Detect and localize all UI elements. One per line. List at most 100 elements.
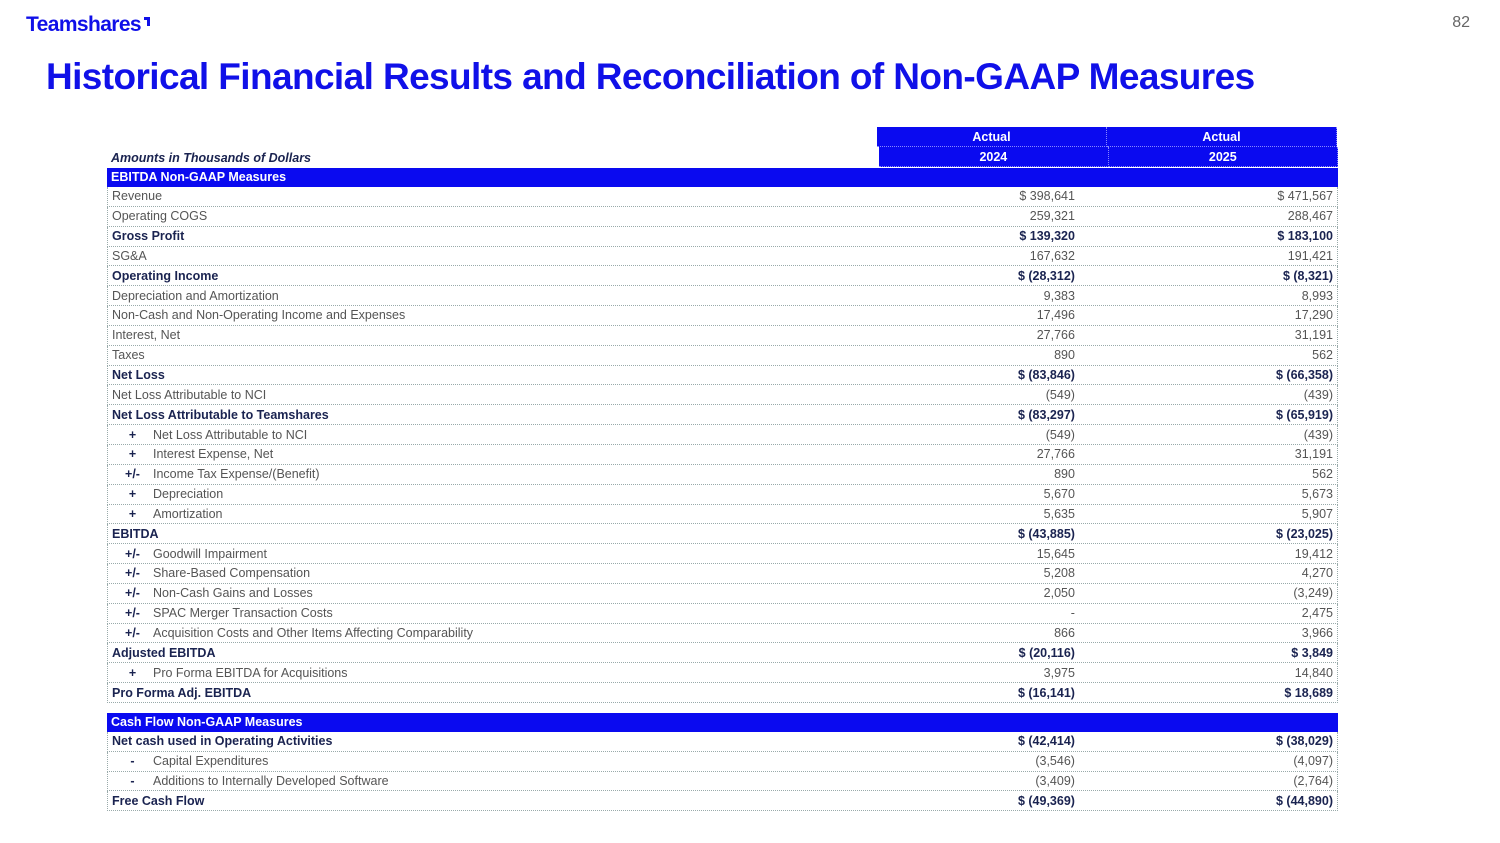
table-row: EBITDA $ (43,885) $ (23,025) bbox=[107, 524, 1338, 545]
value-2024: (3,409) bbox=[1035, 774, 1075, 789]
row-label: Net Loss Attributable to Teamshares bbox=[112, 407, 329, 422]
adjustment-sign: + bbox=[128, 447, 137, 462]
section-header: EBITDA Non-GAAP Measures bbox=[107, 168, 1338, 187]
row-label-cell: Operating COGS bbox=[108, 209, 879, 223]
row-label-cell: + Depreciation bbox=[108, 487, 879, 501]
row-label-cell: SG&A bbox=[108, 249, 879, 263]
value-2025: (439) bbox=[1303, 387, 1333, 402]
value-2025: $ 18,689 bbox=[1284, 685, 1333, 700]
value-2025: 2,475 bbox=[1301, 606, 1333, 621]
value-2024: $ (83,297) bbox=[1017, 407, 1075, 422]
table-row: SG&A 167,632 191,421 bbox=[107, 246, 1338, 267]
value-2025: $ (8,321) bbox=[1282, 268, 1333, 283]
row-label: Operating COGS bbox=[112, 209, 208, 224]
value-2024: 890 bbox=[1054, 348, 1075, 363]
value-2025: $ 3,849 bbox=[1291, 645, 1333, 660]
page-title: Historical Financial Results and Reconci… bbox=[46, 56, 1255, 97]
row-label: Share-Based Compensation bbox=[153, 566, 311, 581]
value-2025: $ (44,890) bbox=[1276, 793, 1333, 808]
value-2025: $ 183,100 bbox=[1277, 229, 1333, 244]
row-label: Pro Forma Adj. EBITDA bbox=[112, 685, 252, 700]
logo-text: Teamshares bbox=[26, 13, 142, 36]
row-label: Net Loss Attributable to NCI bbox=[112, 387, 267, 402]
value-2024: 5,635 bbox=[1043, 506, 1075, 521]
value-2025: 562 bbox=[1312, 467, 1333, 482]
row-label: Goodwill Impairment bbox=[153, 546, 267, 561]
value-2025: 14,840 bbox=[1294, 665, 1333, 680]
value-2024: 3,975 bbox=[1043, 665, 1075, 680]
value-2025: 562 bbox=[1312, 348, 1333, 363]
value-2024: $ (83,846) bbox=[1017, 368, 1075, 383]
row-label: Net Loss Attributable to NCI bbox=[153, 427, 308, 442]
table-row: Revenue $ 398,641 $ 471,567 bbox=[107, 187, 1338, 207]
row-label: Additions to Internally Developed Softwa… bbox=[153, 774, 389, 789]
table-row: Interest, Net 27,766 31,191 bbox=[107, 325, 1338, 346]
value-2025: 31,191 bbox=[1294, 447, 1333, 462]
adjustment-sign: +/- bbox=[125, 546, 140, 561]
adjustment-sign: +/- bbox=[125, 566, 140, 581]
row-label-cell: Non-Cash and Non-Operating Income and Ex… bbox=[108, 308, 879, 322]
value-2025: 19,412 bbox=[1294, 546, 1333, 561]
table-row: Adjusted EBITDA $ (20,116) $ 3,849 bbox=[107, 643, 1338, 664]
value-2025: $ (38,029) bbox=[1276, 734, 1333, 749]
row-label: SG&A bbox=[112, 248, 147, 263]
value-2025: 191,421 bbox=[1287, 248, 1333, 263]
value-2024: $ (16,141) bbox=[1017, 685, 1075, 700]
table-row: - Additions to Internally Developed Softw… bbox=[107, 771, 1338, 792]
value-2024: 15,645 bbox=[1036, 546, 1075, 561]
value-2024: 9,383 bbox=[1043, 288, 1075, 303]
row-label-cell: +/- Income Tax Expense/(Benefit) bbox=[108, 467, 879, 481]
row-label-cell: Revenue bbox=[108, 189, 879, 203]
column-header-year: 2025 bbox=[1108, 147, 1338, 167]
column-header-top: Actual bbox=[1107, 127, 1337, 147]
adjustment-sign: +/- bbox=[125, 586, 140, 601]
row-label: EBITDA bbox=[112, 526, 159, 541]
table-row: Non-Cash and Non-Operating Income and Ex… bbox=[107, 306, 1338, 326]
row-label-cell: Gross Profit bbox=[108, 229, 879, 243]
value-2024: 5,208 bbox=[1043, 566, 1075, 581]
value-2024: $ (28,312) bbox=[1017, 268, 1075, 283]
teamshares-logo: Teamshares bbox=[26, 13, 151, 37]
row-label: Interest, Net bbox=[112, 328, 181, 343]
row-label: Depreciation bbox=[153, 487, 224, 502]
units-label: Amounts in Thousands of Dollars bbox=[111, 151, 312, 165]
table-row: Pro Forma Adj. EBITDA $ (16,141) $ 18,689 bbox=[107, 683, 1338, 703]
column-header-year: 2024 bbox=[879, 147, 1109, 167]
value-2024: (549) bbox=[1045, 427, 1075, 442]
adjustment-sign: + bbox=[128, 487, 137, 502]
row-label-cell: + Interest Expense, Net bbox=[108, 447, 879, 461]
row-label-cell: +/- Acquisition Costs and Other Items Aff… bbox=[108, 626, 879, 640]
row-label-cell: Taxes bbox=[108, 348, 879, 362]
value-2025: $ 471,567 bbox=[1277, 189, 1333, 204]
table-row: + Net Loss Attributable to NCI (549) (439) bbox=[107, 425, 1338, 445]
row-label: Free Cash Flow bbox=[112, 793, 205, 808]
row-label: Gross Profit bbox=[112, 229, 185, 244]
row-label: Pro Forma EBITDA for Acquisitions bbox=[153, 665, 348, 680]
table-row: Operating Income $ (28,312) $ (8,321) bbox=[107, 266, 1338, 287]
value-2024: 27,766 bbox=[1036, 328, 1075, 343]
table-row: +/- Goodwill Impairment 15,645 19,412 bbox=[107, 544, 1338, 565]
row-label: Capital Expenditures bbox=[153, 754, 269, 769]
value-2025: (3,249) bbox=[1293, 586, 1333, 601]
table-row: +/- Share-Based Compensation 5,208 4,270 bbox=[107, 564, 1338, 584]
adjustment-sign: - bbox=[130, 754, 135, 769]
value-2024: 27,766 bbox=[1036, 447, 1075, 462]
value-2024: 17,496 bbox=[1036, 308, 1075, 323]
table-header-row-year: Amounts in Thousands of Dollars 2024 202… bbox=[107, 147, 1338, 167]
row-label: Amortization bbox=[153, 506, 223, 521]
value-2025: 17,290 bbox=[1294, 308, 1333, 323]
value-2025: (2,764) bbox=[1293, 774, 1333, 789]
value-2024: $ 398,641 bbox=[1019, 189, 1075, 204]
value-2025: 5,673 bbox=[1301, 487, 1333, 502]
value-2024: $ (43,885) bbox=[1017, 526, 1075, 541]
row-label-cell: Net Loss Attributable to Teamshares bbox=[108, 408, 879, 422]
value-2024: - bbox=[1070, 606, 1075, 621]
adjustment-sign: +/- bbox=[125, 467, 140, 482]
table-row: +/- Income Tax Expense/(Benefit) 890 562 bbox=[107, 464, 1338, 485]
value-2025: (4,097) bbox=[1293, 754, 1333, 769]
value-2024: 5,670 bbox=[1043, 487, 1075, 502]
row-label: Net Loss bbox=[112, 368, 165, 383]
value-2025: 8,993 bbox=[1301, 288, 1333, 303]
row-label-cell: Adjusted EBITDA bbox=[108, 646, 879, 660]
logo-mark-icon bbox=[144, 17, 151, 26]
